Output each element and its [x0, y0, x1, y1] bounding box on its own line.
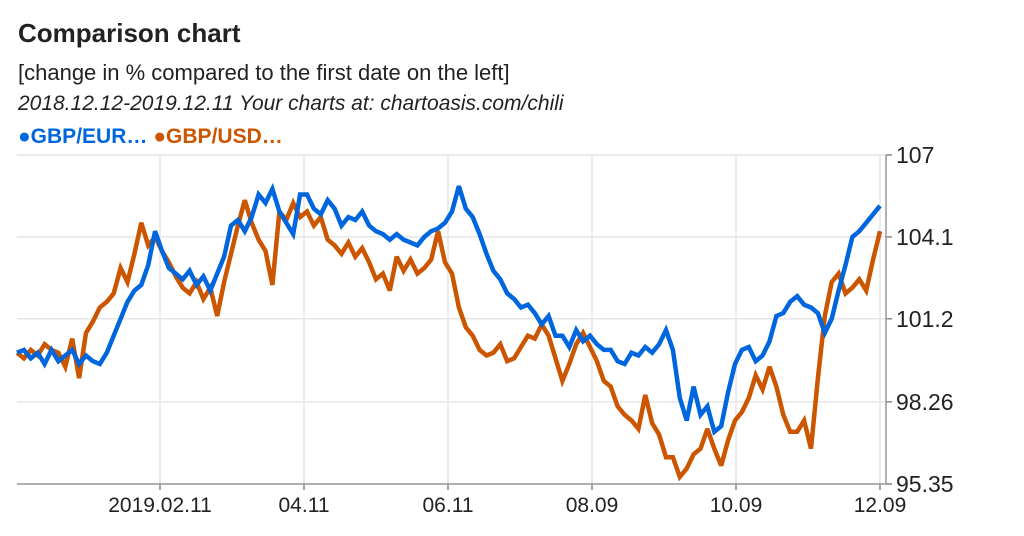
- y-tick-label: 107: [896, 142, 934, 168]
- x-tick-label: 08.09: [566, 494, 619, 517]
- chart-subtitle: [change in % compared to the first date …: [18, 60, 510, 85]
- legend-item-gbp-usd[interactable]: ●GBP/USD…: [153, 125, 283, 148]
- date-range-caption: 2018.12.12-2019.12.11 Your charts at: ch…: [18, 92, 564, 115]
- x-tick-label: 04.11: [279, 494, 330, 517]
- series-line-gbp-eur: [16, 182, 882, 436]
- y-tick-label: 95.35: [896, 471, 954, 497]
- x-tick-label: 06.11: [423, 494, 474, 517]
- chart-title: Comparison chart: [18, 18, 241, 48]
- x-tick-label: 12.09: [854, 494, 907, 517]
- y-tick-label: 101.2: [896, 306, 954, 332]
- x-tick-label: 10.09: [710, 494, 763, 517]
- legend-item-gbp-eur[interactable]: ●GBP/EUR…: [18, 125, 148, 148]
- y-tick-label: 104.1: [896, 224, 954, 250]
- y-tick-label: 98.26: [896, 389, 954, 415]
- x-tick-label: 2019.02.11: [108, 494, 212, 517]
- legend: ●GBP/EUR… ●GBP/USD…: [18, 125, 289, 149]
